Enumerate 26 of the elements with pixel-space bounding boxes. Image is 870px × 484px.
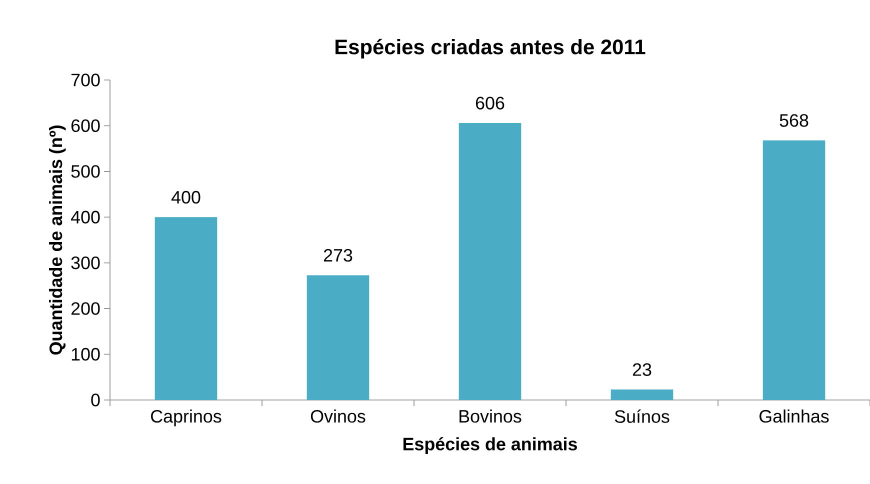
bar	[306, 275, 370, 400]
y-tick-label: 0	[91, 394, 100, 406]
y-tick-label: 700	[71, 74, 100, 86]
y-tick-label: 600	[71, 119, 100, 132]
y-tick-label: 400	[70, 210, 100, 224]
y-tick-label: 100	[72, 348, 100, 361]
y-tick-label: 300	[71, 256, 100, 270]
x-tick-label: Bovinos	[460, 410, 522, 423]
x-axis-title: Espécies de animais	[403, 437, 577, 454]
bar	[154, 217, 218, 400]
x-tick-label: Galinhas	[760, 410, 829, 423]
y-axis-title: Quantidade de animais (nº)	[49, 126, 66, 355]
bar	[610, 389, 674, 400]
data-label: 23	[632, 363, 652, 376]
chart-title: Espécies criadas antes de 2011	[336, 38, 646, 59]
x-tick-label: Ovinos	[310, 410, 366, 423]
y-tick-label: 500	[71, 165, 100, 178]
x-tick-label: Caprinos	[151, 410, 222, 426]
data-label: 568	[780, 114, 808, 127]
bar	[458, 122, 522, 400]
bar	[762, 140, 826, 400]
data-label: 606	[476, 96, 504, 110]
data-label: 273	[324, 248, 352, 262]
data-label: 400	[171, 190, 200, 204]
y-tick-label: 200	[71, 302, 100, 315]
x-tick-label: Suínos	[614, 410, 670, 423]
